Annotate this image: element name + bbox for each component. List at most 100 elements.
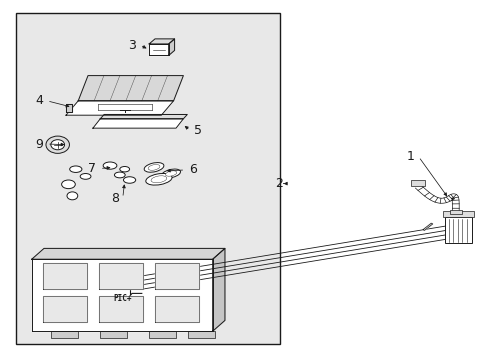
Text: 4: 4 [35, 94, 43, 107]
Bar [16, 13, 280, 344]
Polygon shape [435, 198, 439, 203]
Polygon shape [155, 296, 199, 322]
Polygon shape [439, 198, 441, 203]
Ellipse shape [51, 140, 64, 150]
Polygon shape [447, 196, 452, 200]
Ellipse shape [151, 176, 166, 183]
Polygon shape [434, 198, 438, 203]
Polygon shape [431, 197, 436, 202]
Polygon shape [420, 189, 426, 194]
Polygon shape [212, 248, 224, 331]
Text: 9: 9 [35, 138, 43, 150]
Ellipse shape [145, 174, 172, 185]
Polygon shape [451, 203, 458, 204]
Polygon shape [424, 193, 430, 197]
Text: 1: 1 [406, 150, 414, 163]
Polygon shape [451, 194, 456, 198]
Polygon shape [155, 263, 199, 289]
Polygon shape [443, 198, 446, 203]
Polygon shape [100, 114, 187, 119]
Polygon shape [441, 198, 443, 203]
Polygon shape [450, 194, 453, 199]
Polygon shape [444, 198, 447, 202]
Bar [100, 331, 127, 338]
Ellipse shape [80, 174, 91, 179]
Polygon shape [66, 104, 72, 112]
Polygon shape [451, 198, 458, 200]
Polygon shape [417, 187, 424, 192]
Text: 8: 8 [111, 192, 119, 204]
Polygon shape [42, 296, 86, 322]
Polygon shape [451, 204, 458, 205]
Bar [444, 217, 471, 243]
Polygon shape [451, 200, 458, 201]
Bar [449, 210, 461, 214]
Polygon shape [447, 195, 452, 200]
Polygon shape [441, 198, 442, 203]
Polygon shape [451, 197, 457, 198]
Polygon shape [99, 263, 142, 289]
Polygon shape [448, 195, 453, 199]
Polygon shape [421, 190, 427, 195]
Ellipse shape [162, 169, 180, 178]
Polygon shape [149, 39, 174, 44]
Polygon shape [445, 197, 449, 202]
Ellipse shape [67, 192, 78, 200]
Polygon shape [416, 186, 423, 190]
Bar [410, 180, 425, 186]
Bar [149, 331, 176, 338]
Polygon shape [451, 206, 458, 207]
Polygon shape [32, 259, 212, 331]
Polygon shape [93, 119, 183, 128]
Polygon shape [451, 205, 458, 206]
Ellipse shape [144, 163, 163, 172]
Polygon shape [149, 44, 168, 55]
Polygon shape [42, 263, 86, 289]
Bar [188, 331, 215, 338]
Polygon shape [437, 198, 439, 203]
Bar [51, 331, 78, 338]
Polygon shape [66, 101, 173, 115]
Text: 6: 6 [189, 163, 197, 176]
Text: 5: 5 [194, 124, 202, 137]
Polygon shape [452, 194, 454, 199]
Polygon shape [425, 193, 431, 198]
Ellipse shape [123, 177, 136, 183]
Polygon shape [446, 196, 450, 201]
Polygon shape [451, 196, 457, 198]
Ellipse shape [69, 166, 81, 172]
Polygon shape [419, 188, 425, 193]
Polygon shape [422, 223, 432, 230]
Polygon shape [451, 201, 458, 202]
Polygon shape [429, 195, 434, 200]
Polygon shape [451, 197, 458, 199]
Polygon shape [451, 202, 458, 203]
Polygon shape [427, 195, 433, 199]
Polygon shape [447, 196, 451, 201]
Ellipse shape [46, 136, 69, 153]
Text: 7: 7 [88, 162, 96, 175]
Polygon shape [78, 76, 183, 101]
Polygon shape [433, 197, 437, 202]
Text: PIC+: PIC+ [113, 294, 131, 303]
Polygon shape [443, 198, 447, 203]
Polygon shape [426, 194, 432, 199]
Polygon shape [451, 195, 457, 198]
Polygon shape [430, 196, 435, 201]
Ellipse shape [148, 165, 160, 170]
Polygon shape [446, 197, 450, 201]
Polygon shape [448, 195, 453, 199]
Polygon shape [449, 194, 453, 199]
Polygon shape [168, 39, 174, 55]
Polygon shape [442, 198, 444, 203]
Polygon shape [451, 208, 458, 210]
Text: 2: 2 [274, 177, 282, 190]
Text: 3: 3 [128, 39, 136, 51]
Polygon shape [415, 185, 421, 189]
Ellipse shape [120, 166, 129, 172]
Polygon shape [451, 207, 458, 208]
Polygon shape [451, 194, 455, 199]
Polygon shape [451, 199, 458, 201]
Ellipse shape [165, 171, 177, 176]
Bar [442, 211, 473, 217]
